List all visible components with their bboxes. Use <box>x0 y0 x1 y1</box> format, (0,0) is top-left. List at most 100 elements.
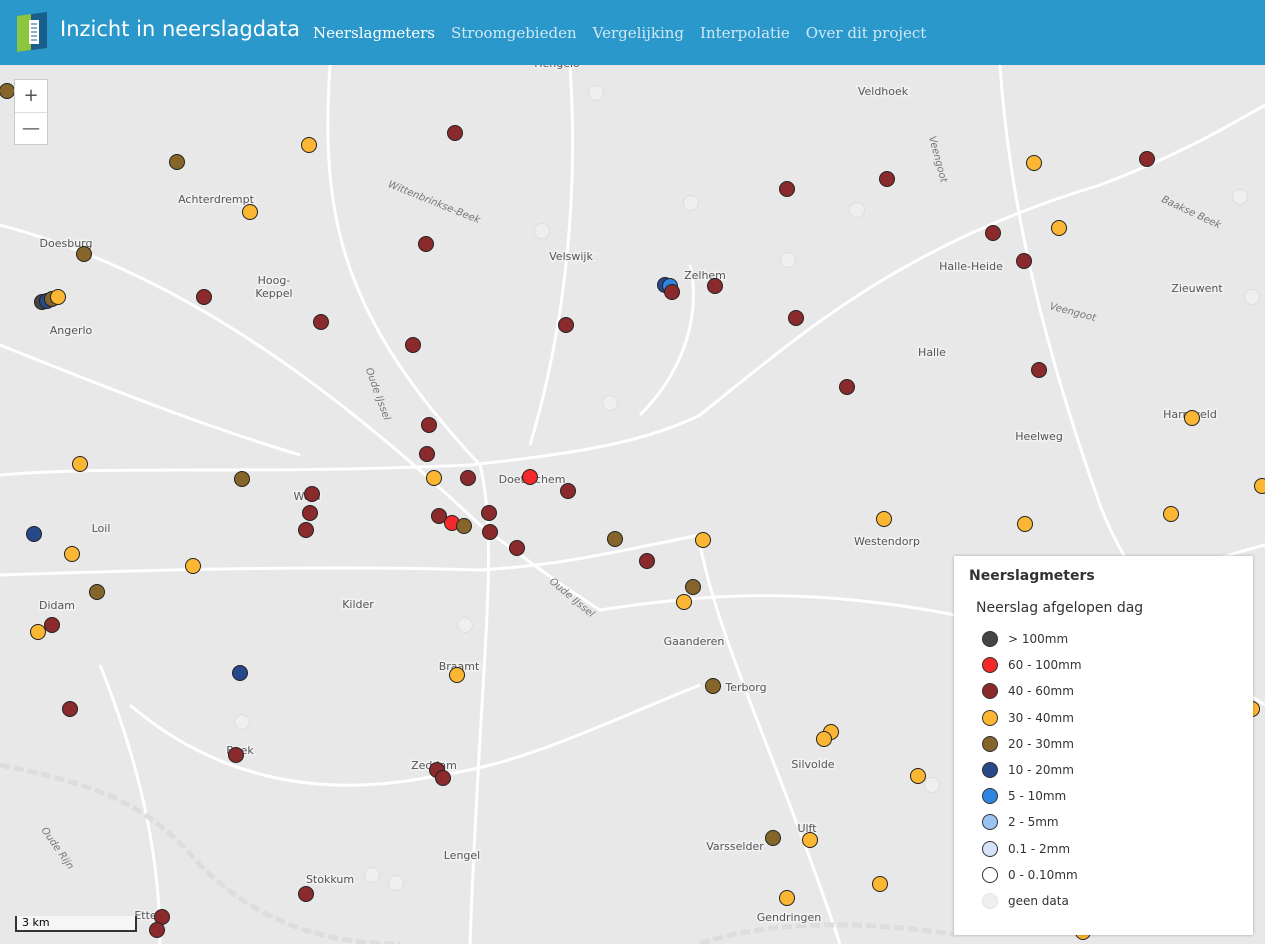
rain-gauge[interactable] <box>685 579 701 595</box>
rain-gauge[interactable] <box>30 624 46 640</box>
rain-gauge[interactable] <box>62 701 78 717</box>
place-label: Achterdrempt <box>178 193 254 206</box>
nav-item[interactable]: Neerslagmeters <box>313 24 435 42</box>
rain-gauge[interactable] <box>482 524 498 540</box>
rain-gauge[interactable] <box>779 890 795 906</box>
rain-gauge[interactable] <box>639 553 655 569</box>
rain-gauge[interactable] <box>1031 362 1047 378</box>
water-label: Veengoot <box>926 135 949 185</box>
rain-gauge[interactable] <box>1017 516 1033 532</box>
rain-gauge[interactable] <box>232 665 248 681</box>
rain-gauge[interactable] <box>839 379 855 395</box>
rain-gauge[interactable] <box>50 289 66 305</box>
rain-gauge[interactable] <box>802 832 818 848</box>
rain-gauge[interactable] <box>924 777 940 793</box>
place-label: Kilder <box>342 598 374 611</box>
rain-gauge[interactable] <box>460 470 476 486</box>
rain-gauge[interactable] <box>683 195 699 211</box>
rain-gauge[interactable] <box>522 469 538 485</box>
place-label: Hoog- <box>258 274 291 287</box>
rain-gauge[interactable] <box>707 278 723 294</box>
rain-gauge[interactable] <box>149 922 165 938</box>
rain-gauge[interactable] <box>1139 151 1155 167</box>
rain-gauge[interactable] <box>676 594 692 610</box>
rain-gauge[interactable] <box>449 667 465 683</box>
rain-gauge[interactable] <box>76 246 92 262</box>
rain-gauge[interactable] <box>89 584 105 600</box>
place-label: Halle-Heide <box>939 260 1003 273</box>
place-label: Heelweg <box>1015 430 1063 443</box>
rain-gauge[interactable] <box>313 314 329 330</box>
nav-item[interactable]: Vergelijking <box>592 24 685 42</box>
rain-gauge[interactable] <box>816 731 832 747</box>
rain-gauge[interactable] <box>234 714 250 730</box>
rain-gauge[interactable] <box>1244 289 1260 305</box>
rain-gauge[interactable] <box>228 747 244 763</box>
rain-gauge[interactable] <box>388 875 404 891</box>
header: Inzicht in neerslagdata Neerslagmeters St… <box>0 0 1265 65</box>
rain-gauge[interactable] <box>234 471 250 487</box>
rain-gauge[interactable] <box>481 505 497 521</box>
rain-gauge[interactable] <box>558 317 574 333</box>
rain-gauge[interactable] <box>298 522 314 538</box>
rain-gauge[interactable] <box>72 456 88 472</box>
rain-gauge[interactable] <box>765 830 781 846</box>
rain-gauge[interactable] <box>1232 189 1248 205</box>
rain-gauge[interactable] <box>1051 220 1067 236</box>
zoom-out[interactable]: — <box>22 118 40 139</box>
rain-gauge[interactable] <box>560 483 576 499</box>
rain-gauge[interactable] <box>780 252 796 268</box>
rain-gauge[interactable] <box>879 171 895 187</box>
rain-gauge[interactable] <box>788 310 804 326</box>
legend-swatch <box>982 892 998 909</box>
rain-gauge[interactable] <box>457 617 473 633</box>
legend: Neerslagmeters Neerslag afgelopen dag > … <box>954 556 1253 935</box>
rain-gauge[interactable] <box>695 532 711 548</box>
rain-gauge[interactable] <box>405 337 421 353</box>
rain-gauge[interactable] <box>602 395 618 411</box>
rain-gauge[interactable] <box>1254 478 1265 494</box>
rain-gauge[interactable] <box>64 546 80 562</box>
rain-gauge[interactable] <box>419 446 435 462</box>
rain-gauge[interactable] <box>196 289 212 305</box>
rain-gauge[interactable] <box>304 486 320 502</box>
nav-item[interactable]: Over dit project <box>805 24 927 42</box>
rain-gauge[interactable] <box>44 617 60 633</box>
zoom-in[interactable]: + <box>15 80 47 113</box>
rain-gauge[interactable] <box>588 85 604 101</box>
rain-gauge[interactable] <box>985 225 1001 241</box>
rain-gauge[interactable] <box>447 125 463 141</box>
rain-gauge[interactable] <box>364 867 380 883</box>
rain-gauge[interactable] <box>169 154 185 170</box>
rain-gauge[interactable] <box>1163 506 1179 522</box>
rain-gauge[interactable] <box>298 886 314 902</box>
rain-gauge[interactable] <box>242 204 258 220</box>
rain-gauge[interactable] <box>910 768 926 784</box>
legend-swatch <box>982 631 998 648</box>
nav-item[interactable]: Stroomgebieden <box>450 24 577 42</box>
rain-gauge[interactable] <box>872 876 888 892</box>
rain-gauge[interactable] <box>418 236 434 252</box>
rain-gauge[interactable] <box>664 284 680 300</box>
rain-gauge[interactable] <box>779 181 795 197</box>
rain-gauge[interactable] <box>185 558 201 574</box>
rain-gauge[interactable] <box>421 417 437 433</box>
rain-gauge[interactable] <box>26 526 42 542</box>
rain-gauge[interactable] <box>301 137 317 153</box>
rain-gauge[interactable] <box>607 531 623 547</box>
nav-item[interactable]: Interpolatie <box>700 24 790 42</box>
rain-gauge[interactable] <box>705 678 721 694</box>
rain-gauge[interactable] <box>302 505 318 521</box>
rain-gauge[interactable] <box>509 540 525 556</box>
rain-gauge[interactable] <box>849 202 865 218</box>
rain-gauge[interactable] <box>876 511 892 527</box>
rain-gauge[interactable] <box>534 223 550 239</box>
rain-gauge[interactable] <box>456 518 472 534</box>
rain-gauge[interactable] <box>435 770 451 786</box>
rain-gauge[interactable] <box>1016 253 1032 269</box>
rain-gauge[interactable] <box>431 508 447 524</box>
rain-gauge[interactable] <box>1184 410 1200 426</box>
rain-gauge[interactable] <box>1026 155 1042 171</box>
rain-gauge[interactable] <box>0 83 15 99</box>
rain-gauge[interactable] <box>426 470 442 486</box>
